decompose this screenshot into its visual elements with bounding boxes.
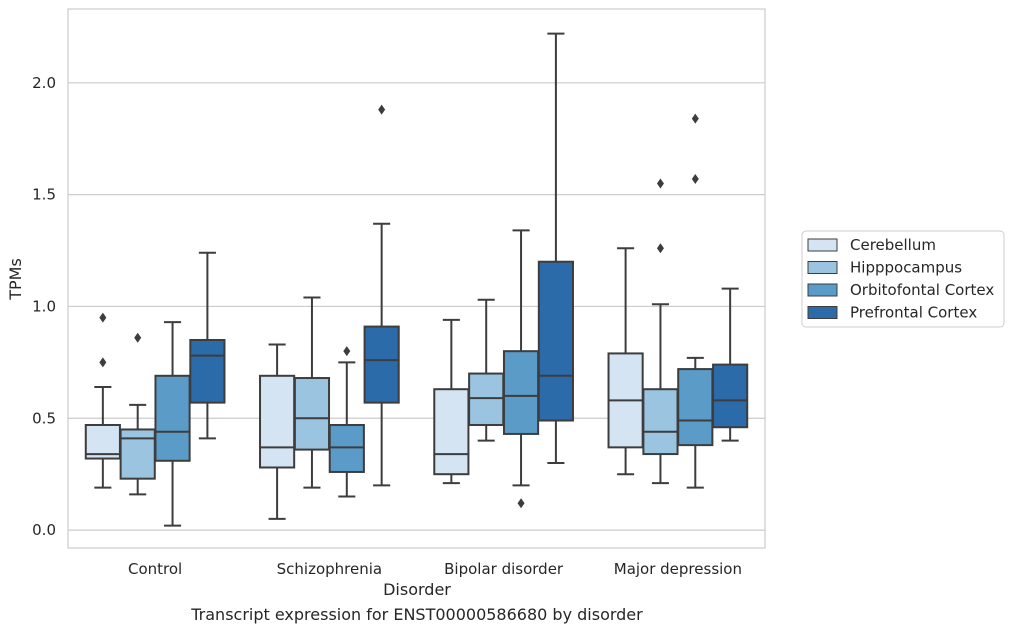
box-plots bbox=[84, 32, 749, 527]
x-axis-label: Disorder bbox=[383, 580, 451, 599]
x-tick-label: Bipolar disorder bbox=[444, 560, 564, 578]
box-iqr bbox=[642, 388, 679, 456]
outlier-point bbox=[99, 312, 107, 323]
y-tick-label: 0.5 bbox=[32, 409, 56, 427]
box-iqr bbox=[433, 388, 470, 476]
x-tick-labels: Control Schizophrenia Bipolar disorder Majo… bbox=[128, 560, 742, 578]
box-hipppocampus bbox=[468, 298, 505, 442]
box-iqr bbox=[189, 339, 226, 404]
legend-label: Cerebellum bbox=[850, 236, 936, 254]
box-prefrontal-cortex bbox=[712, 287, 749, 442]
box-iqr bbox=[328, 423, 365, 473]
y-tick-label: 1.5 bbox=[32, 186, 56, 204]
legend-swatch bbox=[807, 306, 838, 319]
box-iqr bbox=[712, 363, 749, 429]
box-cerebellum bbox=[84, 312, 121, 489]
box-iqr bbox=[468, 372, 505, 426]
box-iqr bbox=[502, 350, 540, 435]
box-cerebellum bbox=[607, 247, 644, 476]
plot-frame bbox=[67, 8, 766, 549]
y-tick-label: 0.0 bbox=[32, 521, 56, 539]
box-iqr bbox=[537, 260, 574, 422]
box-iqr bbox=[293, 377, 331, 451]
y-tick-label: 2.0 bbox=[32, 74, 56, 92]
legend-swatch bbox=[807, 238, 838, 252]
y-axis-label: TPMs bbox=[6, 258, 25, 301]
outlier-point bbox=[656, 178, 664, 189]
legend: Cerebellum Hipppocampus Orbitofontal Corte… bbox=[801, 230, 1005, 328]
outlier-point bbox=[99, 357, 107, 368]
box-cerebellum bbox=[433, 318, 470, 485]
box-prefrontal-cortex bbox=[189, 251, 226, 440]
box-orbitofontal-cortex bbox=[502, 229, 540, 509]
box-hipppocampus bbox=[119, 332, 156, 496]
outlier-point bbox=[343, 346, 351, 357]
y-tick-label: 1.0 bbox=[32, 297, 56, 315]
outlier-point bbox=[517, 498, 525, 509]
box-iqr bbox=[677, 368, 714, 447]
outlier-point bbox=[134, 332, 142, 343]
box-iqr bbox=[154, 374, 191, 462]
figure-caption: Transcript expression for ENST0000058668… bbox=[191, 605, 643, 624]
box-cerebellum bbox=[259, 343, 296, 520]
x-tick-label: Schizophrenia bbox=[277, 560, 382, 578]
y-tick-labels: 0.0 0.5 1.0 1.5 2.0 bbox=[32, 74, 56, 539]
x-tick-label: Control bbox=[128, 560, 182, 578]
outlier-point bbox=[656, 243, 664, 254]
box-iqr bbox=[259, 374, 296, 469]
outlier-point bbox=[378, 104, 386, 115]
box-iqr bbox=[119, 428, 156, 480]
box-orbitofontal-cortex bbox=[677, 113, 714, 489]
x-tick-label: Major depression bbox=[614, 560, 742, 578]
outlier-point bbox=[691, 113, 699, 124]
outlier-point bbox=[691, 173, 699, 184]
legend-frame bbox=[801, 230, 1005, 328]
box-prefrontal-cortex bbox=[537, 32, 574, 465]
box-prefrontal-cortex bbox=[363, 104, 400, 487]
box-orbitofontal-cortex bbox=[154, 321, 191, 527]
legend-label: Orbitofontal Cortex bbox=[850, 281, 994, 299]
legend-label: Hipppocampus bbox=[850, 259, 962, 277]
legend-label: Prefrontal Cortex bbox=[850, 304, 977, 322]
legend-swatch bbox=[807, 283, 838, 297]
box-hipppocampus bbox=[642, 178, 679, 485]
legend-swatch bbox=[807, 261, 838, 274]
box-orbitofontal-cortex bbox=[328, 346, 365, 498]
box-iqr bbox=[363, 325, 400, 404]
box-hipppocampus bbox=[293, 296, 331, 489]
